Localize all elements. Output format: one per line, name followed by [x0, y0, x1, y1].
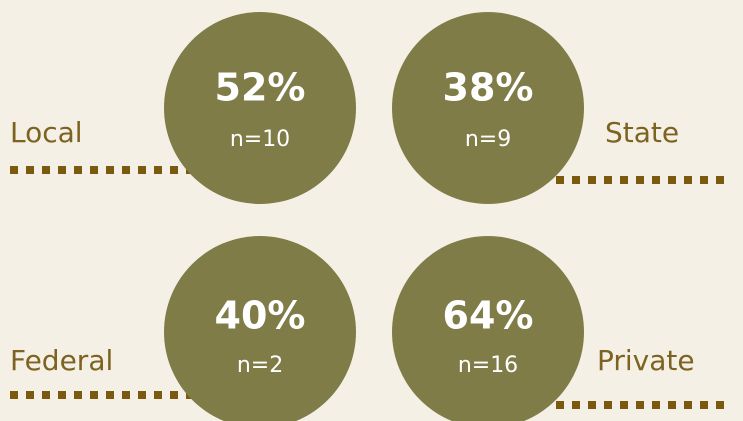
percent: 38% [443, 66, 534, 110]
label: Private [597, 344, 695, 377]
count: n=9 [465, 127, 511, 152]
count: n=16 [458, 353, 518, 378]
percent: 40% [215, 294, 306, 338]
count: n=2 [237, 353, 283, 378]
circle [392, 12, 584, 204]
label: Local [10, 116, 83, 149]
circle [164, 12, 356, 204]
circle [392, 236, 584, 421]
percent: 64% [443, 294, 534, 338]
count: n=10 [230, 127, 290, 152]
label: Federal [10, 344, 113, 377]
label: State [605, 116, 679, 149]
percent: 52% [215, 66, 306, 110]
circle [164, 236, 356, 421]
